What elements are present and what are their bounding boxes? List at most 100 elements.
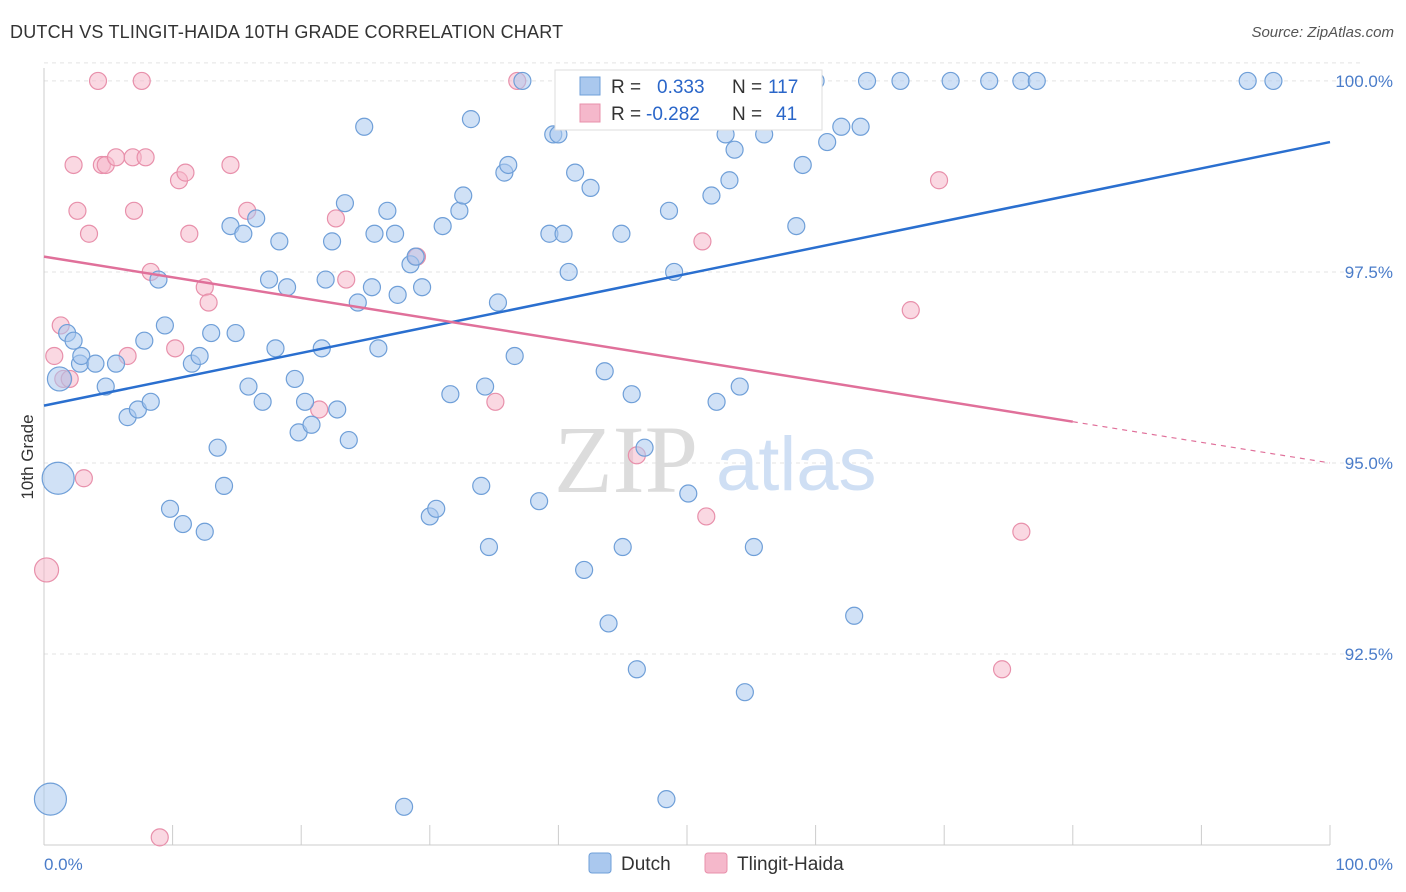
watermark-zip: ZIP bbox=[554, 406, 698, 513]
dutch-point-80 bbox=[595, 362, 614, 381]
tlingit-haida-point-39 bbox=[1012, 522, 1031, 541]
x-tick-label-end: 100.0% bbox=[1335, 855, 1393, 874]
dutch-point-6 bbox=[72, 346, 91, 366]
grid-lines bbox=[44, 62, 1360, 655]
tlingit-haida-point-40 bbox=[992, 660, 1012, 679]
dutch-point-57 bbox=[427, 499, 446, 518]
series-swatch-tlingit bbox=[704, 852, 728, 874]
dutch-point-37 bbox=[302, 415, 321, 434]
watermark: ZIP atlas bbox=[554, 406, 877, 513]
legend-n-label-dutch: N = bbox=[732, 77, 762, 98]
dutch-point-32 bbox=[270, 232, 289, 251]
dutch-point-17 bbox=[173, 514, 192, 534]
dutch-point-108 bbox=[1012, 71, 1031, 91]
tlingit-haida-point-37 bbox=[929, 171, 949, 190]
dutch-point-34 bbox=[285, 369, 304, 389]
x-tick-label-start: 0.0% bbox=[44, 855, 83, 874]
dutch-point-36 bbox=[295, 392, 315, 411]
dutch-point-111 bbox=[1238, 71, 1257, 91]
dutch-point-87 bbox=[657, 790, 676, 809]
dutch-point-101 bbox=[793, 155, 812, 175]
dutch-point-29 bbox=[253, 392, 272, 411]
dutch-point-105 bbox=[857, 71, 877, 91]
dutch-trend-line bbox=[43, 140, 1331, 407]
dutch-point-103 bbox=[845, 606, 864, 625]
dutch-point-31 bbox=[266, 339, 285, 358]
dutch-point-43 bbox=[339, 430, 358, 450]
dutch-point-60 bbox=[450, 201, 469, 220]
dutch-point-106 bbox=[891, 71, 910, 91]
dutch-point-68 bbox=[499, 155, 518, 175]
dutch-point-33 bbox=[277, 278, 297, 297]
dutch-point-19 bbox=[190, 346, 209, 366]
dutch-point-95 bbox=[720, 171, 739, 190]
tlingit-haida-point-8 bbox=[79, 224, 99, 243]
legend-swatch-tlingit bbox=[579, 103, 601, 123]
legend-r-value-dutch: 0.333 bbox=[657, 77, 705, 98]
dutch-point-12 bbox=[135, 331, 154, 350]
legend-r-label-tlingit: R = bbox=[611, 104, 641, 125]
tlingit-haida-point-9 bbox=[88, 71, 108, 91]
dutch-point-99 bbox=[744, 537, 763, 557]
tlingit-haida-point-38 bbox=[901, 301, 920, 320]
x-tick-labels: 0.0% 100.0% bbox=[44, 855, 1393, 874]
legend-r-label-dutch: R = bbox=[611, 77, 641, 98]
dutch-point-66 bbox=[488, 293, 508, 312]
tlingit-haida-point-36 bbox=[697, 507, 716, 526]
dutch-point-49 bbox=[378, 201, 397, 220]
dutch-point-42 bbox=[335, 194, 355, 213]
dutch-point-54 bbox=[406, 247, 425, 266]
dutch-point-63 bbox=[472, 476, 491, 495]
tlingit-haida-point-25 bbox=[199, 293, 218, 312]
tlingit-haida-point-26 bbox=[221, 155, 240, 175]
tlingit-haida-point-5 bbox=[64, 155, 83, 175]
dutch-point-9 bbox=[106, 354, 126, 373]
dutch-point-112 bbox=[980, 71, 999, 91]
dutch-point-113 bbox=[832, 117, 851, 136]
dutch-point-20 bbox=[195, 522, 214, 541]
dutch-point-2 bbox=[46, 366, 73, 392]
dutch-point-98 bbox=[735, 683, 754, 702]
watermark-atlas: atlas bbox=[716, 422, 877, 507]
dutch-point-85 bbox=[627, 660, 646, 679]
dutch-point-84 bbox=[622, 385, 641, 404]
chart-title: DUTCH VS TLINGIT-HAIDA 10TH GRADE CORREL… bbox=[10, 22, 564, 42]
dutch-point-65 bbox=[479, 537, 499, 557]
dutch-point-70 bbox=[513, 71, 532, 91]
dutch-point-62 bbox=[461, 110, 481, 129]
tlingit-haida-point-17 bbox=[136, 148, 155, 167]
dutch-point-22 bbox=[208, 438, 227, 457]
dutch-point-55 bbox=[412, 278, 432, 297]
dutch-point-0 bbox=[41, 461, 75, 495]
y-tick-label-3: 92.5% bbox=[1345, 645, 1393, 664]
dutch-point-107 bbox=[941, 71, 960, 91]
tlingit-haida-points bbox=[33, 71, 1031, 847]
dutch-point-76 bbox=[559, 262, 578, 282]
y-tick-labels: 100.0% 97.5% 95.0% 92.5% bbox=[1335, 72, 1393, 664]
tlingit-haida-point-29 bbox=[326, 209, 346, 228]
legend-r-value-tlingit: -0.282 bbox=[646, 104, 700, 125]
tlingit-haida-point-16 bbox=[132, 71, 151, 91]
trend-lines bbox=[43, 140, 1331, 464]
dutch-point-21 bbox=[202, 323, 221, 343]
series-label-tlingit: Tlingit-Haida bbox=[737, 854, 844, 875]
dutch-point-109 bbox=[1027, 71, 1046, 91]
tlingit-haida-point-6 bbox=[68, 201, 87, 220]
series-label-dutch: Dutch bbox=[621, 854, 671, 875]
dutch-point-97 bbox=[730, 377, 749, 396]
dutch-point-64 bbox=[475, 377, 495, 396]
dutch-point-114 bbox=[818, 132, 837, 152]
tlingit-haida-point-35 bbox=[693, 232, 712, 251]
dutch-point-25 bbox=[226, 323, 245, 343]
source-note: Source: ZipAtlas.com bbox=[1251, 24, 1394, 41]
dutch-point-100 bbox=[787, 216, 806, 236]
dutch-point-40 bbox=[322, 232, 342, 251]
y-tick-label-2: 95.0% bbox=[1345, 454, 1393, 473]
tlingit-haida-point-15 bbox=[124, 201, 144, 220]
dutch-point-92 bbox=[702, 186, 721, 205]
dutch-point-15 bbox=[155, 316, 174, 335]
dutch-point-79 bbox=[581, 178, 600, 197]
tlingit-haida-point-7 bbox=[74, 469, 93, 488]
tlingit-haida-point-12 bbox=[106, 148, 126, 167]
